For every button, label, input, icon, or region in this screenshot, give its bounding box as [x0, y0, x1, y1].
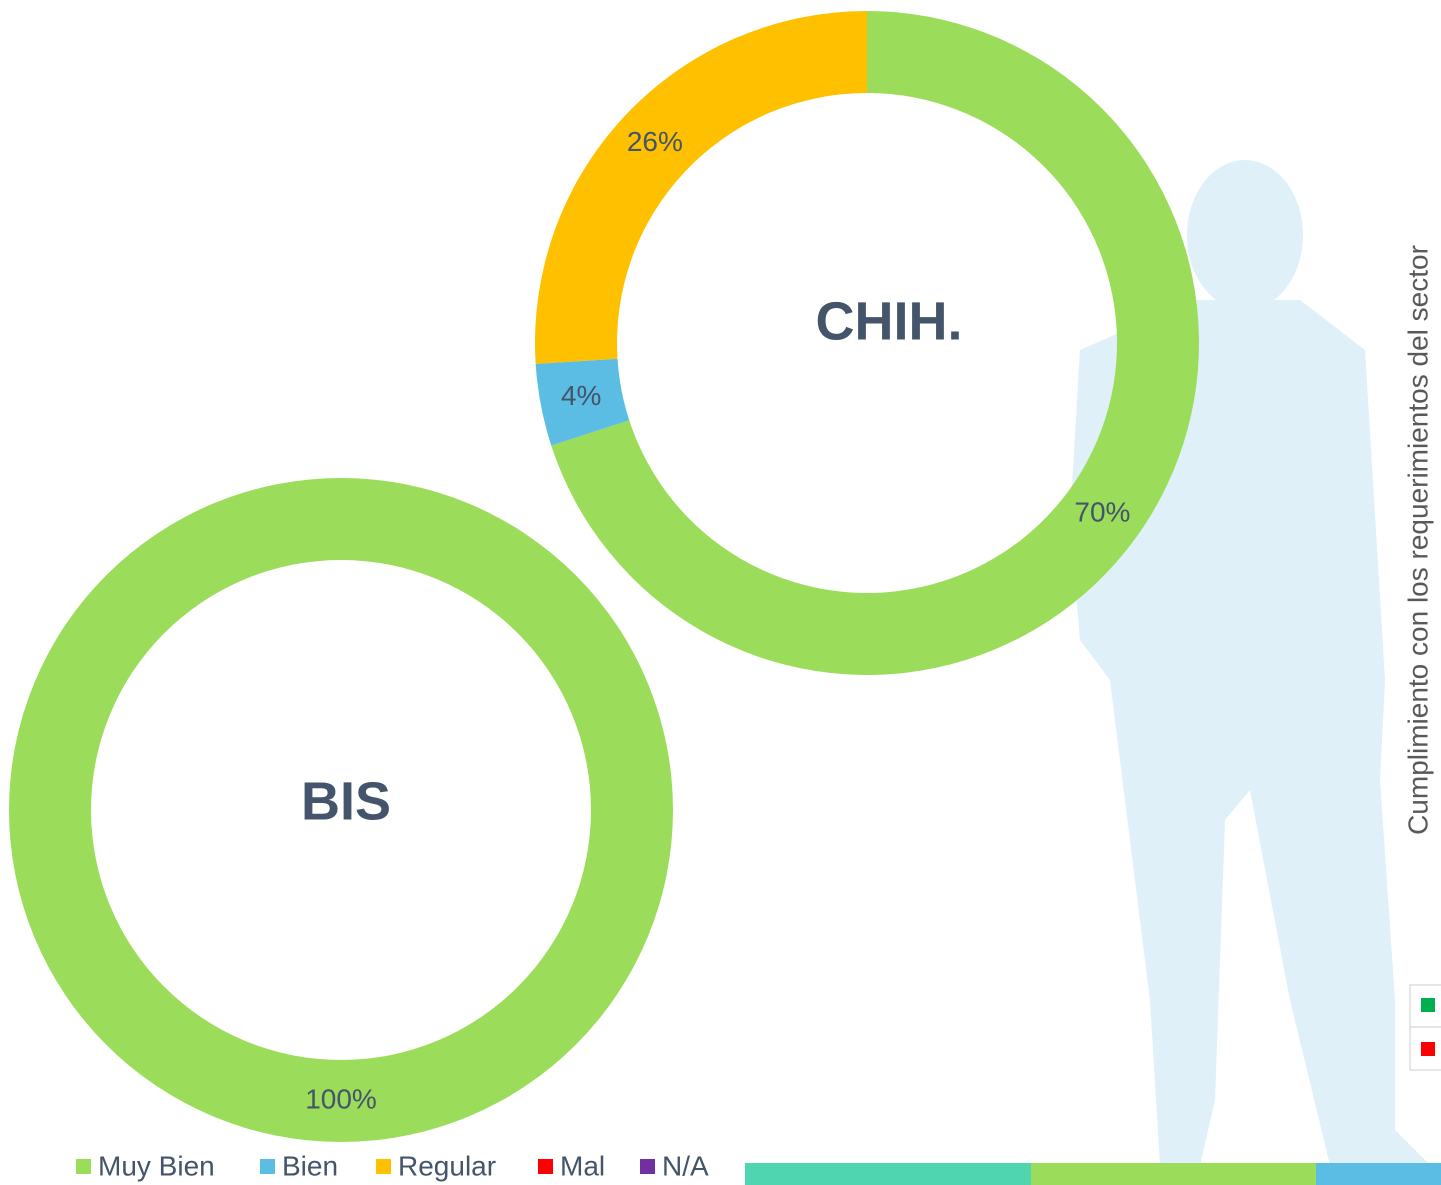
legend-swatch [538, 1159, 553, 1174]
legend-label: Regular [398, 1150, 496, 1181]
mini-legend [1409, 984, 1441, 1071]
legend-swatch [640, 1159, 655, 1174]
side-label: Cumplimiento con los requerimientos del … [1402, 245, 1433, 835]
donut-slice [535, 11, 867, 364]
data-label: 4% [561, 380, 601, 411]
data-label: 70% [1074, 496, 1130, 527]
legend-swatch [376, 1159, 391, 1174]
legend-swatch [260, 1159, 275, 1174]
silhouette [1070, 160, 1430, 1165]
legend-label: N/A [662, 1150, 709, 1181]
donut-chart: 100% BIS [9, 478, 673, 1142]
center-label: CHIH. [816, 291, 963, 351]
bottom-bar [745, 1163, 1441, 1185]
legend-label: Bien [282, 1150, 338, 1181]
legend-label: Muy Bien [98, 1150, 215, 1181]
donut-chart: 70% 4% 26% CHIH. [535, 11, 1199, 675]
center-label: BIS [301, 771, 391, 831]
donut-slice [535, 358, 630, 446]
legend-label: Mal [560, 1150, 605, 1181]
legend-swatch [76, 1159, 91, 1174]
data-label: 100% [305, 1083, 377, 1114]
data-label: 26% [627, 126, 683, 157]
